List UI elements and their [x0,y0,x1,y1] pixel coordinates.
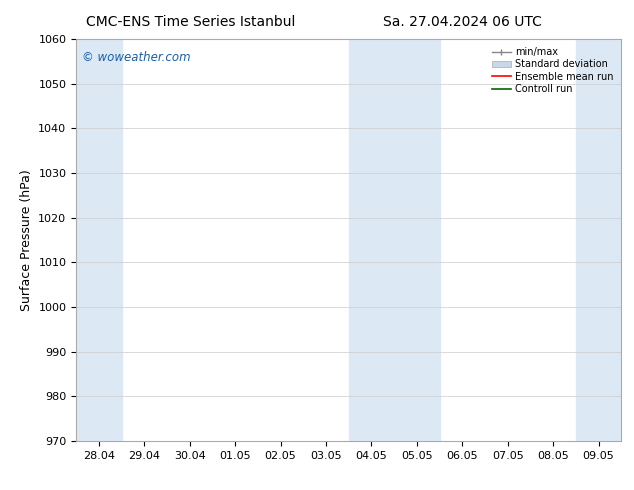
Text: © woweather.com: © woweather.com [82,51,190,64]
Text: CMC-ENS Time Series Istanbul: CMC-ENS Time Series Istanbul [86,15,295,29]
Bar [576,39,621,441]
Text: Sa. 27.04.2024 06 UTC: Sa. 27.04.2024 06 UTC [384,15,542,29]
Legend: min/max, Standard deviation, Ensemble mean run, Controll run: min/max, Standard deviation, Ensemble me… [489,44,616,97]
Bar [349,39,439,441]
Y-axis label: Surface Pressure (hPa): Surface Pressure (hPa) [20,169,33,311]
Bar [76,39,122,441]
